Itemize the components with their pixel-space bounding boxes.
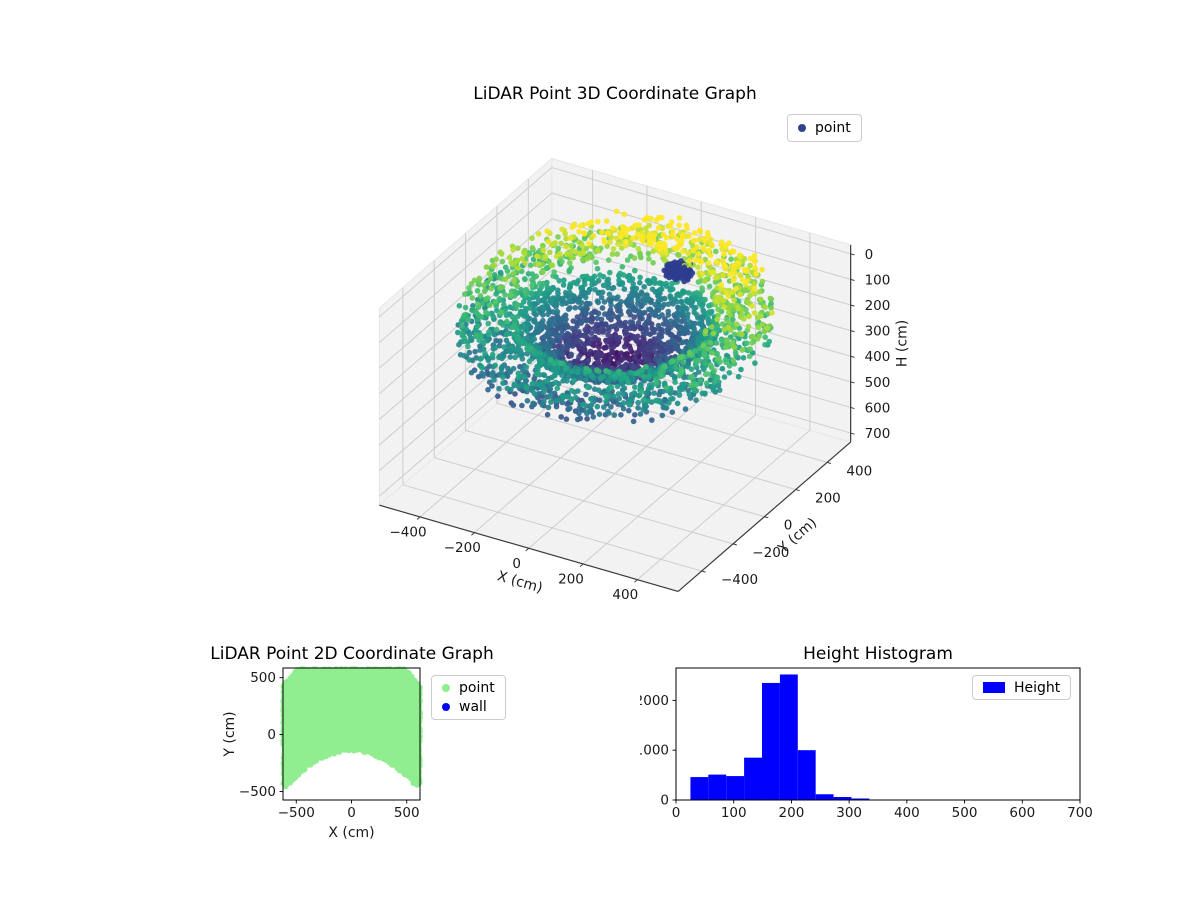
wall-marker-icon [442,703,450,711]
plot3d-legend-item-point: point [798,120,851,136]
histogram-bar [797,750,816,800]
plot3d-canvas: −400 −200 0 200 400 −400 −200 0 200 400 0 100 200 300… [378,157,911,603]
svg-text:200: 200 [815,491,841,507]
tick-labels: −400 −200 0 200 400 −400 −200 0 200 400 0 100 200 300… [389,247,890,603]
3d-point-cloud [455,208,775,425]
plot3d-legend-label-point: point [815,120,851,136]
plot3d-legend: point [787,114,862,142]
histogram-bar [761,682,780,800]
histogram-legend-label-height: Height [1014,679,1061,696]
histogram-title: Height Histogram [803,644,953,664]
axis-labels: X (cm) Y (cm) [222,711,375,841]
plot2d-legend-label-wall: wall [459,699,487,715]
svg-text:500: 500 [865,375,891,391]
histogram-bar [690,777,709,800]
histogram-bar [744,757,762,800]
svg-text:700: 700 [865,426,891,442]
svg-text:400: 400 [865,349,891,365]
histogram-legend: Height [972,675,1072,700]
point-marker-icon [798,124,806,132]
plot2d-xlabel: X (cm) [328,825,374,841]
svg-text:−200: −200 [752,545,789,561]
plot3d-ylabel: Y (cm) [775,515,820,557]
tick-labels: 0100200300400500600700010002000 [640,693,1093,821]
plot2d-legend-item-wall: wall [442,699,495,715]
svg-text:0: 0 [784,518,793,534]
point-marker-icon [442,684,450,692]
svg-text:−400: −400 [721,572,758,588]
svg-text:400: 400 [612,587,638,603]
histogram-bar [708,774,727,800]
plot2d-title: LiDAR Point 2D Coordinate Graph [210,644,494,664]
2d-point-cloud [280,666,423,790]
svg-text:0: 0 [512,556,521,572]
plot3d-title: LiDAR Point 3D Coordinate Graph [473,84,757,104]
histogram-bar [726,776,745,800]
histogram-bar [833,797,852,800]
plot2d-legend-label-point: point [459,680,495,696]
plot3d-zlabel: H (cm) [895,320,911,367]
svg-text:600: 600 [865,401,891,417]
svg-text:200: 200 [558,571,584,587]
histogram-bar [815,794,834,800]
svg-text:0: 0 [865,247,874,263]
svg-text:−400: −400 [389,524,426,540]
plot2d-ylabel: Y (cm) [222,711,238,757]
histogram-legend-item-height: Height [983,680,1060,696]
svg-text:100: 100 [865,272,891,288]
svg-text:300: 300 [865,324,891,340]
histogram-bar [779,674,798,800]
plot3d-xlabel: X (cm) [495,568,544,596]
axes-frame [675,667,1081,801]
histogram-bars [690,674,870,800]
svg-text:−200: −200 [444,540,481,556]
histogram-canvas: 0100200300400500600700010002000 [640,667,1093,821]
plot2d-legend: point wall [431,675,506,720]
histogram-bar [851,798,870,800]
svg-text:400: 400 [846,463,872,479]
plot2d-legend-item-point: point [442,680,495,696]
svg-text:200: 200 [865,298,891,314]
height-swatch-icon [983,682,1005,693]
